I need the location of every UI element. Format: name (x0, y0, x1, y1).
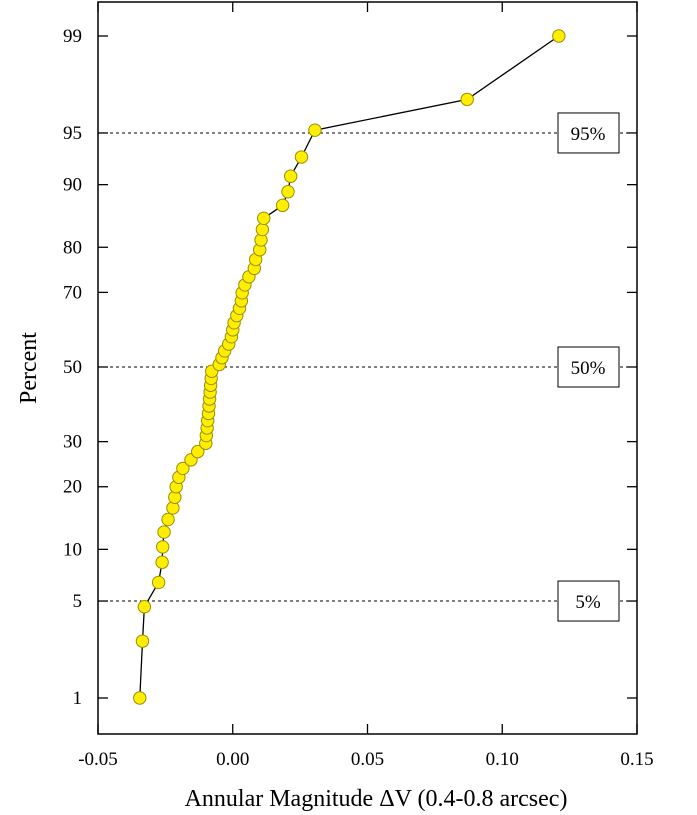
data-point (176, 461, 190, 476)
x-tick-label: 0.00 (216, 749, 249, 770)
y-tick-label: 70 (63, 282, 82, 303)
x-tick-label: 0.05 (351, 749, 384, 770)
y-tick-label: 95 (63, 123, 82, 144)
y-tick-label: 80 (63, 237, 82, 258)
reference-label-box (557, 580, 620, 622)
reference-label: 95% (571, 124, 606, 145)
data-point (161, 512, 175, 527)
x-tick-label: -0.05 (78, 749, 118, 770)
data-point (308, 123, 322, 137)
data-point (255, 222, 270, 237)
data-point (283, 169, 298, 183)
x-tick-label: 0.15 (620, 749, 653, 770)
data-point (133, 691, 147, 705)
y-tick-label: 10 (63, 539, 82, 560)
y-tick-label: 99 (63, 26, 82, 47)
y-tick-label: 30 (63, 432, 82, 453)
y-axis-title: Percent (16, 332, 42, 404)
y-tick-label: 50 (63, 357, 82, 378)
y-axis: 1 5 10 20 30 50 70 80 90 95 99 (63, 26, 637, 709)
reference-label: 50% (571, 358, 606, 379)
y-tick-label: 20 (63, 477, 82, 498)
data-point (191, 444, 205, 459)
data-point (155, 555, 169, 569)
data-point (294, 150, 309, 164)
data-point (157, 525, 171, 539)
x-axis-title: Annular Magnitude ΔV (0.4-0.8 arcsec) (185, 786, 568, 812)
data-point (257, 211, 271, 226)
y-tick-label: 90 (63, 175, 82, 196)
data-point (155, 540, 170, 554)
reference-lines: 95% 50% 5% (98, 112, 637, 622)
plot-frame (97, 1, 638, 735)
reference-label-box (557, 112, 620, 154)
data-point (137, 600, 152, 614)
data-point (281, 185, 295, 199)
y-tick-label: 1 (73, 688, 83, 709)
reference-label: 5% (575, 592, 601, 613)
data-point (275, 198, 290, 213)
data-markers (133, 29, 566, 705)
x-tick-label: 0.10 (486, 749, 519, 770)
y-tick-label: 5 (73, 591, 83, 612)
data-point (135, 634, 150, 648)
x-axis: -0.05 0.00 0.05 0.10 0.15 (78, 2, 654, 770)
data-point (552, 29, 566, 43)
data-point (460, 92, 474, 107)
reference-label-box (557, 346, 620, 388)
data-point (151, 575, 166, 590)
